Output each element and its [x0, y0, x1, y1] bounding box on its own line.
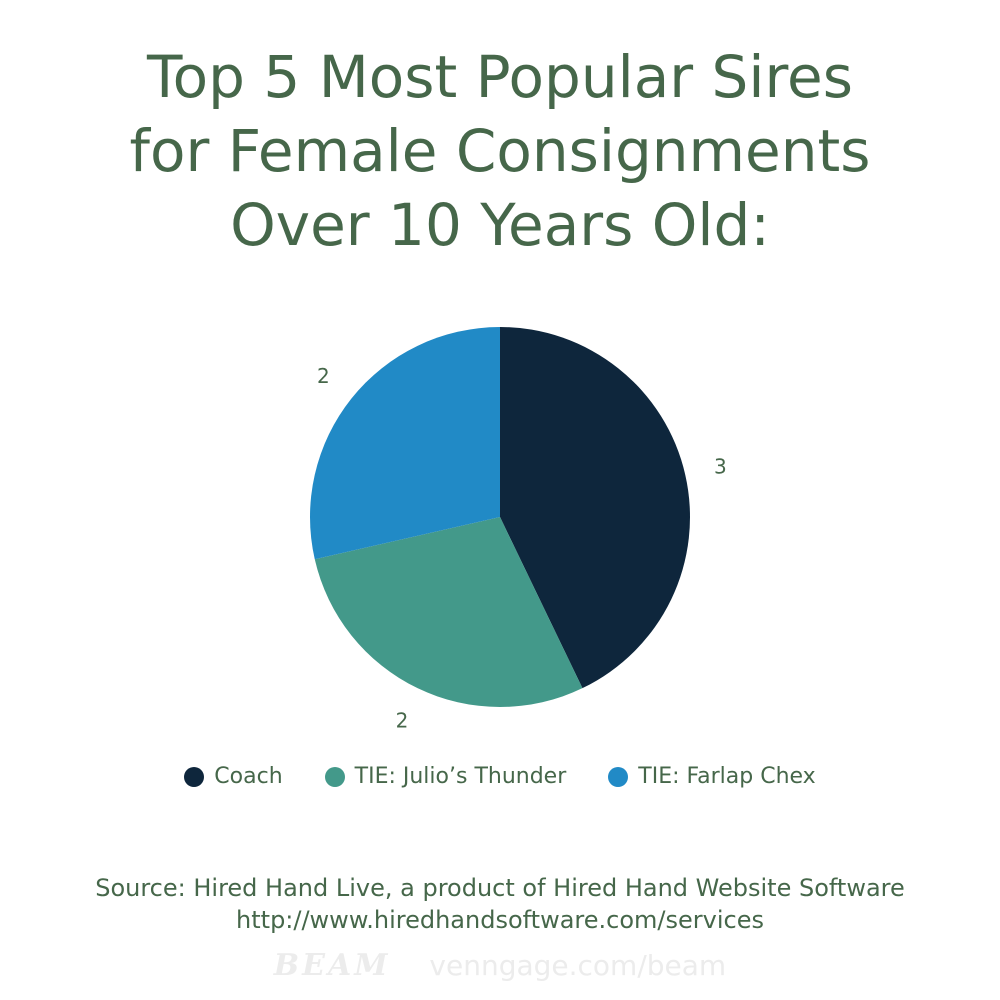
legend-swatch-coach [184, 766, 205, 787]
legend-label-farlap-chex: TIE: Farlap Chex [638, 764, 816, 789]
pie-slice-2 [310, 327, 500, 560]
pie-data-label-1: 2 [396, 709, 409, 733]
source-note: Source: Hired Hand Live, a product of Hi… [0, 872, 1000, 936]
chart-title-line-1: Top 5 Most Popular Sires [147, 43, 853, 111]
legend-item-julios-thunder: TIE: Julio’s Thunder [324, 764, 567, 789]
footer-brand-logo: BEAM [273, 948, 391, 983]
pie-slice-0 [500, 327, 691, 689]
source-line-1: Source: Hired Hand Live, a product of Hi… [95, 874, 905, 902]
source-url[interactable]: http://www.hiredhandsoftware.com/service… [236, 906, 764, 934]
chart-title-line-3: Over 10 Years Old: [230, 191, 770, 259]
pie-slice-1 [314, 517, 583, 707]
footer-url: venngage.com/beam [429, 949, 727, 982]
chart-title-line-2: for Female Consignments [129, 117, 871, 185]
legend-swatch-julios-thunder [324, 766, 345, 787]
legend-label-julios-thunder: TIE: Julio’s Thunder [354, 764, 567, 789]
legend-item-farlap-chex: TIE: Farlap Chex [608, 764, 816, 789]
chart-legend: Coach TIE: Julio’s Thunder TIE: Farlap C… [0, 764, 1000, 789]
pie-slices [310, 327, 691, 707]
legend-item-coach: Coach [184, 764, 283, 789]
legend-label-coach: Coach [214, 764, 283, 789]
chart-title: Top 5 Most Popular Sires for Female Cons… [0, 40, 1000, 262]
pie-data-label-0: 3 [714, 455, 727, 479]
pie-data-labels: 3 2 2 [317, 364, 727, 733]
pie-data-label-2: 2 [317, 364, 330, 388]
footer-watermark: BEAM venngage.com/beam [0, 948, 1000, 983]
legend-swatch-farlap-chex [608, 766, 629, 787]
